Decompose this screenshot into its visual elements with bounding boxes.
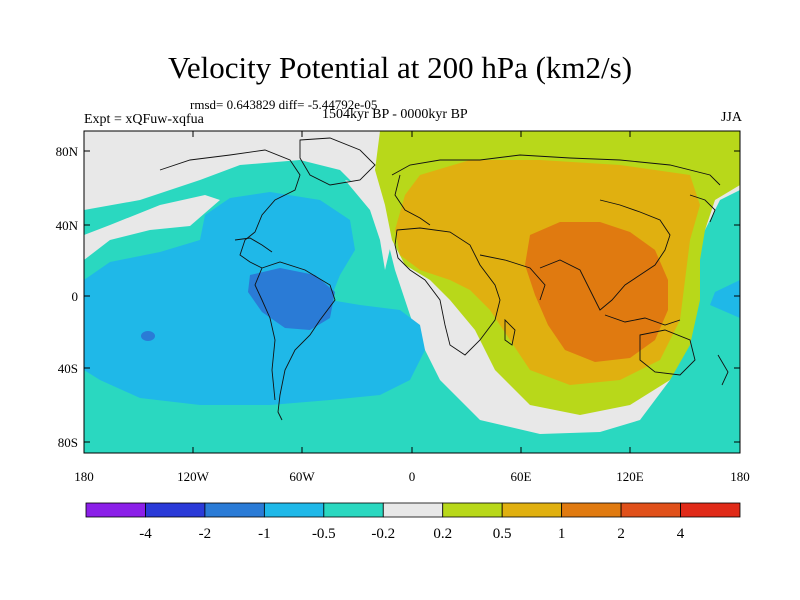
colorbar-label: 0.5 [493,526,512,542]
colorbar-swatch [323,502,384,518]
lat-tick: 80N [56,144,79,159]
lat-tick: 40N [56,218,79,233]
lon-tick: 60W [289,469,315,484]
colorbar-label: 1 [558,526,566,542]
colorbar: -4 -2 -1 -0.5 -0.2 0.2 0.5 1 2 4 [85,502,741,542]
lat-tick: 40S [58,361,78,376]
lon-tick: 180 [74,469,94,484]
period-label: 1504kyr BP - 0000kyr BP [322,107,468,122]
colorbar-label: -2 [199,526,212,542]
colorbar-swatch [382,502,444,518]
colorbar-label: 0.2 [433,526,452,542]
lon-tick: 120W [177,469,210,484]
colorbar-swatch [145,502,206,518]
page-title: Velocity Potential at 200 hPa (km2/s) [167,50,633,85]
band-minus1-region [248,268,335,330]
lon-tick: 180 [730,469,750,484]
colorbar-swatch [680,502,741,518]
colorbar-label: -0.5 [312,526,336,542]
lon-tick: 60E [511,469,532,484]
contour-field [84,131,740,453]
colorbar-label: 4 [677,526,685,542]
coastlines [159,137,729,421]
colorbar-label: -1 [258,526,271,542]
colorbar-swatch [263,502,325,518]
lon-axis: 180 120W 60W 0 60E 120E 180 [74,131,750,484]
stats-line: rmsd= 0.643829 diff= -5.44792e-05 [190,97,378,112]
lon-tick: 0 [409,469,416,484]
neutral-band-pacific [84,195,220,260]
colorbar-label: -0.2 [371,526,395,542]
experiment-label: Expt = xQFuw-xqfua [84,112,204,127]
band-minus1-spot [141,331,155,341]
band-minus05-east [710,280,740,318]
lon-tick: 120E [616,469,644,484]
colorbar-swatch [620,502,681,518]
colorbar-swatch [442,502,503,518]
band-1-region [525,222,668,362]
lat-tick: 0 [72,289,79,304]
colorbar-swatch [561,502,622,518]
colorbar-label: 2 [617,526,625,542]
colorbar-swatch [85,502,146,518]
lat-axis: 80N 40N 0 40S 80S [56,144,740,450]
colorbar-swatch [204,502,265,518]
lat-tick: 80S [58,435,78,450]
season-label: JJA [720,110,742,125]
neutral-band-north [345,180,392,270]
colorbar-label: -4 [139,526,152,542]
colorbar-swatch [501,502,563,518]
